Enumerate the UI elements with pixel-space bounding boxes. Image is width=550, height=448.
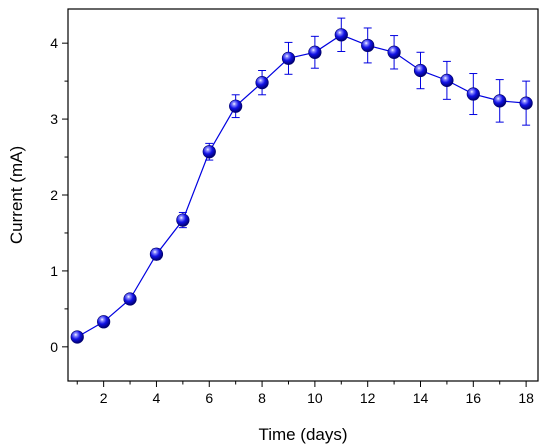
data-point <box>334 28 348 42</box>
data-point <box>229 99 243 113</box>
x-tick-label: 8 <box>258 390 266 406</box>
data-point <box>123 292 137 306</box>
x-tick-label: 12 <box>360 390 376 406</box>
x-tick-label: 16 <box>466 390 482 406</box>
data-point <box>202 145 216 159</box>
y-tick-label: 3 <box>50 111 58 127</box>
data-point <box>176 213 190 227</box>
data-point <box>519 96 533 110</box>
x-tick-label: 10 <box>307 390 323 406</box>
data-point <box>70 330 84 344</box>
x-axis-title: Time (days) <box>258 425 347 444</box>
x-tick-label: 4 <box>153 390 161 406</box>
y-tick-label: 0 <box>50 339 58 355</box>
plot-frame <box>67 8 539 382</box>
data-point <box>149 247 164 261</box>
y-tick-label: 1 <box>50 263 58 279</box>
data-point <box>493 94 507 108</box>
data-point <box>308 45 322 59</box>
y-tick-label: 2 <box>50 187 58 203</box>
series-line <box>76 34 527 338</box>
x-tick-label: 18 <box>518 390 534 406</box>
data-point <box>413 63 428 78</box>
y-axis-ticks: 0 1 2 3 4 <box>50 35 68 355</box>
y-axis-title: Current (mA) <box>7 146 26 244</box>
data-point <box>361 38 375 53</box>
data-point <box>255 76 269 90</box>
data-point <box>387 45 401 59</box>
x-axis-ticks: 2 4 6 8 10 12 14 16 18 <box>76 381 534 406</box>
x-tick-label: 14 <box>413 390 429 406</box>
x-tick-label: 2 <box>100 390 108 406</box>
series-0 <box>70 17 533 344</box>
data-point <box>97 315 111 329</box>
data-point <box>466 87 480 101</box>
data-point <box>281 51 296 65</box>
y-tick-label: 4 <box>50 35 58 51</box>
data-point <box>440 73 454 87</box>
x-tick-label: 6 <box>205 390 213 406</box>
